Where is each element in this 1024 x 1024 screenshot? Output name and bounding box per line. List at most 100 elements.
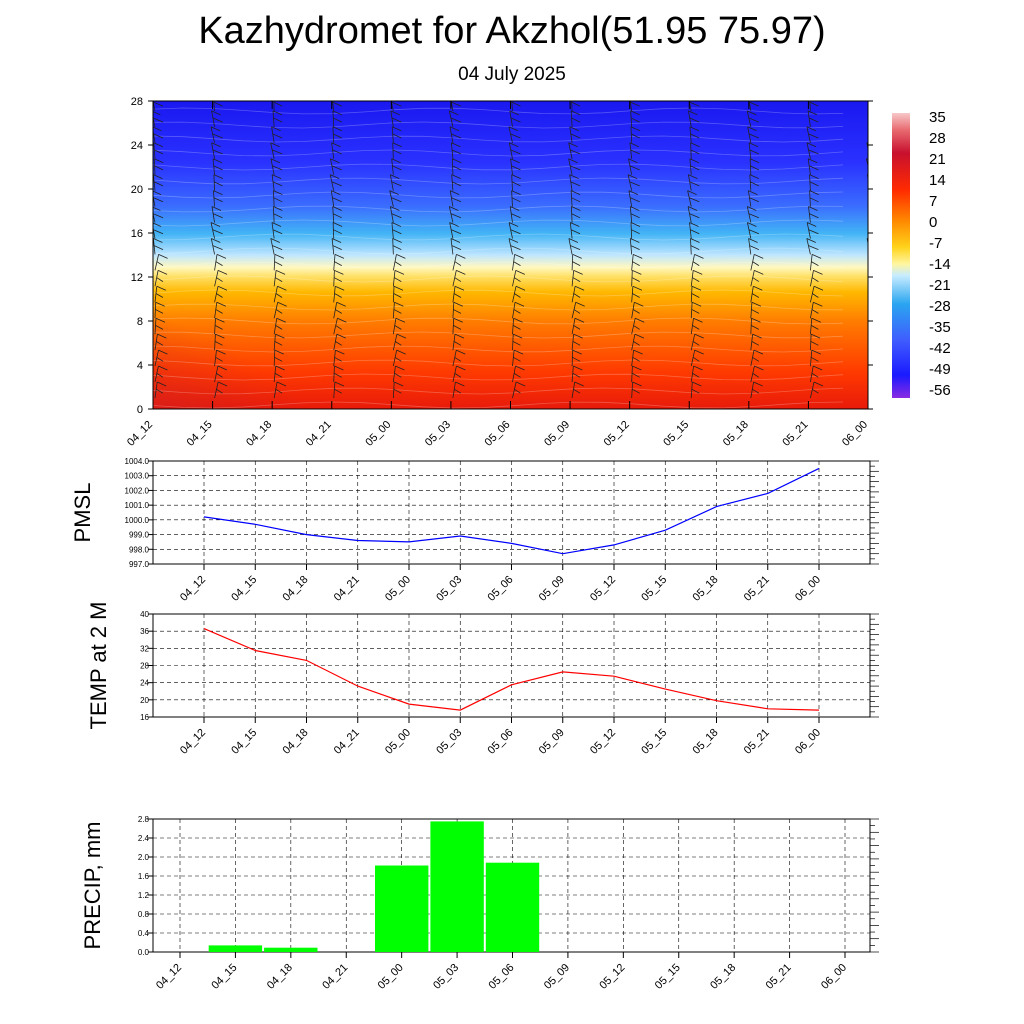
x-tick-label: 05_15 (639, 727, 669, 757)
wind-barb-flag (575, 301, 585, 307)
wind-barb-flag (273, 213, 283, 219)
wind-barb-shaft (509, 206, 513, 223)
wind-barb-flag (389, 190, 399, 195)
wind-barb-shaft (748, 238, 752, 255)
wind-barb-flag (449, 126, 460, 132)
x-tick-label: 04_12 (125, 419, 155, 449)
wind-barb-flag (689, 222, 699, 227)
wind-barb-flag (754, 269, 764, 275)
wind-barb-shaft (452, 381, 456, 399)
panel-line: 997.0 998.0 999.0 1000.0 1001.0 1002.0 1003.0 1… (70, 457, 879, 604)
y-tick-label: 0.4 (138, 929, 150, 938)
wind-barb-flag (453, 293, 462, 298)
wind-barb-shaft (154, 270, 159, 287)
wind-barb-flag (391, 101, 402, 107)
wind-barb-flag (752, 388, 760, 394)
wind-barb-flag (270, 158, 281, 164)
wind-barb-shaft (631, 270, 633, 287)
wind-barb-flag (692, 372, 700, 378)
wind-barb-shaft (631, 302, 635, 319)
wind-barb-flag (394, 381, 404, 387)
wind-barb-flag (215, 261, 223, 266)
wind-barb-flag (748, 95, 757, 99)
wind-barb-shaft (810, 270, 814, 287)
wind-barb-flag (806, 126, 817, 132)
wind-barb-flag (332, 110, 343, 116)
wind-barb-flag (811, 277, 819, 282)
wind-barb-flag (569, 174, 579, 180)
wind-barb-flag (453, 325, 462, 330)
wind-barb-shaft (568, 142, 573, 159)
wind-barb-flag (512, 340, 521, 346)
wind-barb-flag (155, 293, 164, 298)
wind-barb-flag (153, 174, 163, 180)
wind-barb-flag (747, 222, 757, 227)
wind-barb-flag (811, 309, 819, 314)
wind-barb-shaft (211, 110, 215, 127)
wind-barb-shaft (809, 101, 811, 111)
wind-barb-flag (572, 261, 581, 266)
wind-barb-shaft (571, 302, 577, 319)
precip-bar (208, 945, 263, 952)
wind-barb-flag (153, 117, 164, 123)
wind-barb-flag (630, 117, 640, 123)
wind-barb-flag (390, 174, 400, 180)
wind-barb-flag (810, 325, 819, 330)
wind-barb-flag (513, 356, 521, 362)
x-tick-label: 04_18 (281, 574, 311, 604)
y-tick-label: 16 (140, 713, 149, 722)
wind-barb-flag (452, 149, 462, 155)
wind-barb-flag (752, 333, 762, 339)
wind-barb-flag (217, 269, 228, 275)
x-tick-label: 05_18 (691, 727, 721, 757)
wind-barb-flag (331, 142, 341, 148)
wind-barb-flag (216, 372, 223, 378)
series-line (203, 628, 820, 711)
x-tick-label: 05_00 (383, 727, 413, 757)
wind-barb-shaft (870, 254, 871, 270)
wind-barb-shaft (273, 302, 279, 319)
wind-barb-flag (272, 110, 283, 116)
series-line (203, 467, 820, 555)
wind-barb-shaft (154, 365, 159, 383)
wind-barb-flag (574, 285, 585, 291)
wind-barb-flag (634, 333, 645, 339)
wind-barb-shaft (154, 350, 159, 367)
wind-barb-shaft (451, 142, 454, 159)
wind-barb-shaft (810, 381, 815, 399)
wind-barb-flag (515, 381, 526, 387)
wind-barb-flag (747, 110, 757, 116)
chart-title: Kazhydromet for Akzhol(51.95 75.97) (198, 10, 826, 52)
wind-barb-shaft (749, 174, 752, 191)
wind-barb-flag (215, 333, 225, 339)
wind-barb-shaft (273, 190, 275, 207)
wind-barb-flag (689, 158, 700, 164)
wind-barb-shaft (746, 206, 752, 223)
wind-barb-flag (212, 133, 223, 139)
wind-barb-flag (514, 293, 521, 298)
wind-barb-flag (270, 142, 280, 148)
wind-barb-shaft (452, 350, 457, 367)
wind-barb-shaft (568, 238, 573, 255)
wind-barb-shaft (748, 190, 752, 207)
wind-barb-flag (809, 197, 819, 203)
wind-barb-flag (750, 181, 760, 187)
wind-barb-flag (510, 158, 520, 164)
wind-barb-flag (571, 101, 581, 107)
wind-barb-flag (870, 373, 878, 377)
wind-barb-shaft (512, 254, 515, 271)
wind-barb-flag (395, 317, 406, 323)
y-tick-label: 999.0 (129, 531, 150, 540)
wind-barb-shaft (508, 238, 513, 255)
x-tick-label: 05_09 (537, 574, 567, 604)
wind-barb-flag (813, 381, 824, 387)
y-tick-label: 1004.0 (125, 457, 150, 466)
wind-barb-flag (394, 261, 402, 266)
wind-barb-flag (813, 365, 823, 371)
y-tick-label: 40 (140, 610, 149, 619)
wind-barb-flag (571, 110, 581, 116)
wind-barb-shaft (569, 174, 573, 191)
contour-line (153, 163, 844, 171)
wind-barb-shaft (628, 158, 633, 175)
